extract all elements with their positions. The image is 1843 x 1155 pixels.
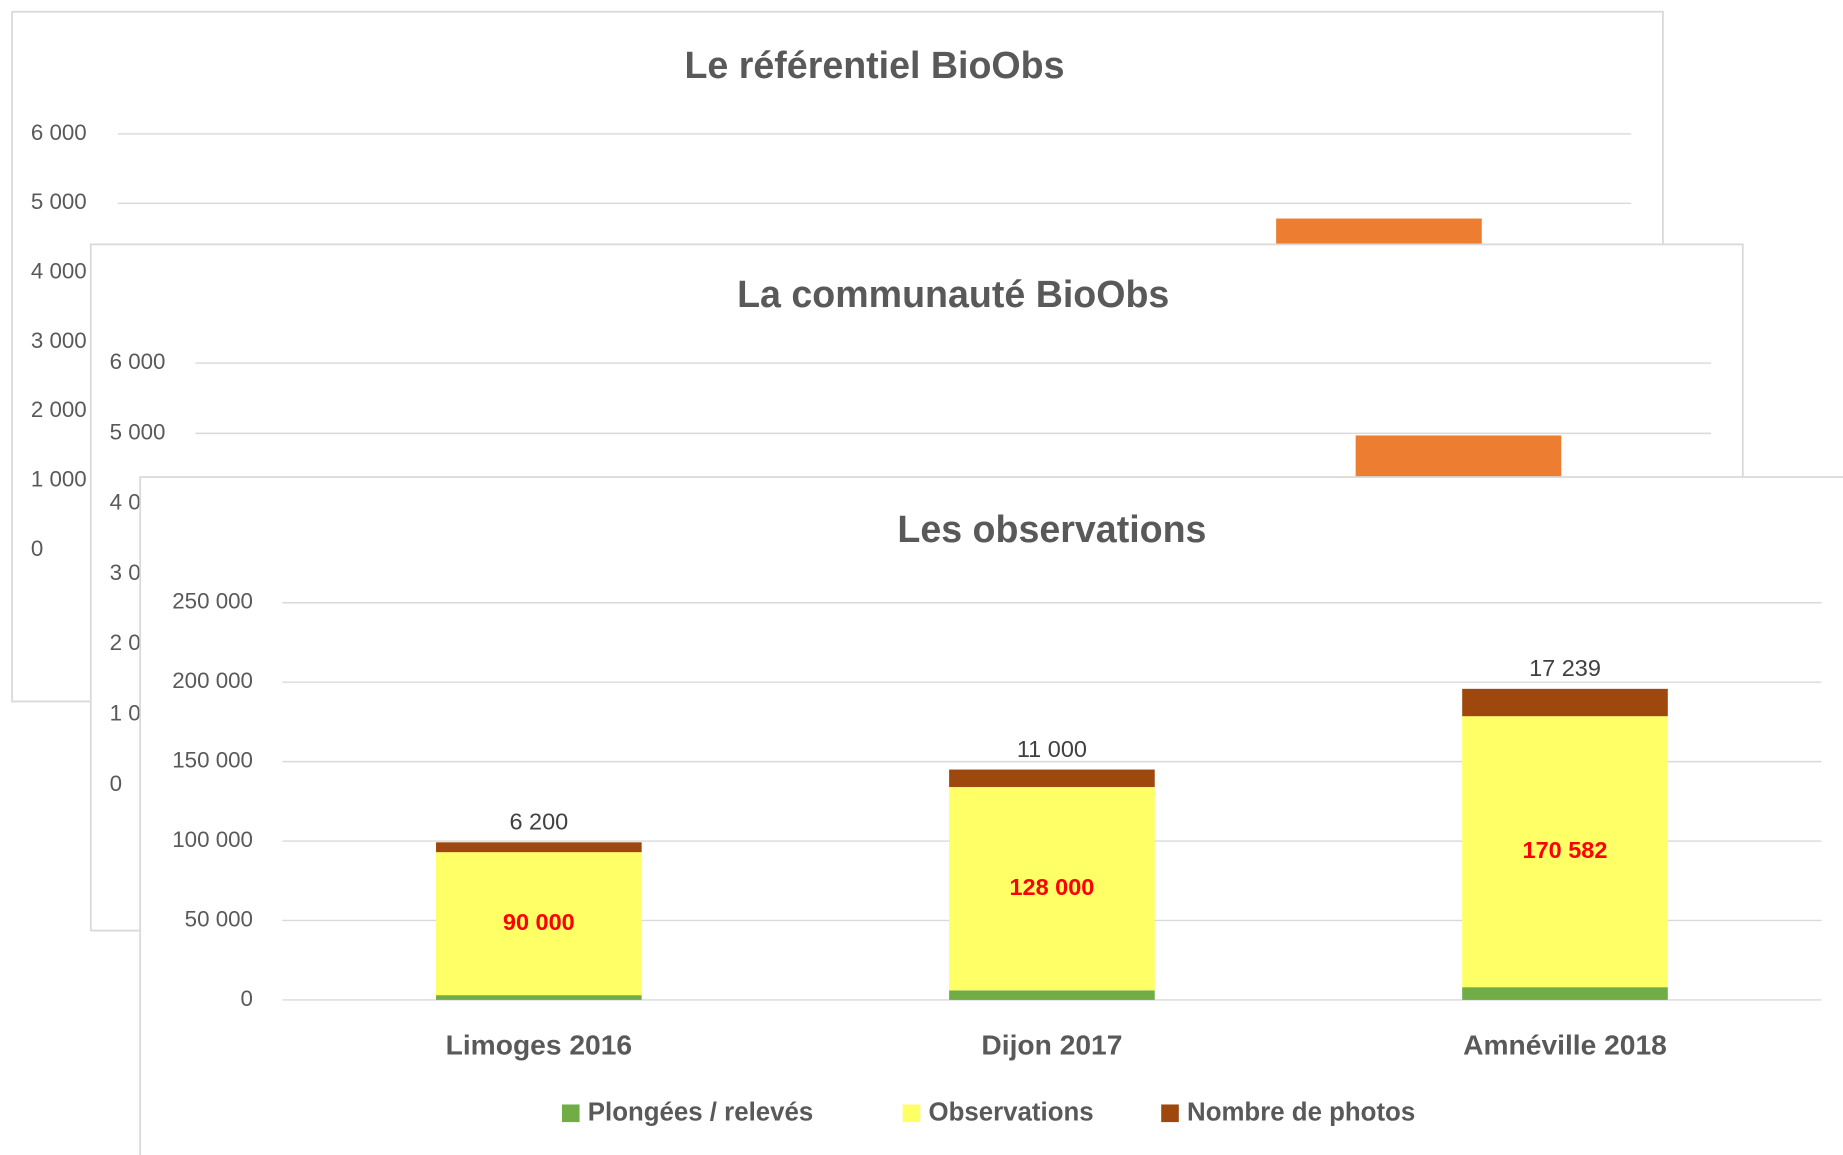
data-label: 90 000 bbox=[503, 909, 575, 935]
chart-title: Les observations bbox=[897, 508, 1206, 550]
y-tick-label: 150 000 bbox=[172, 748, 253, 773]
bar-segment bbox=[436, 842, 642, 853]
y-tick-label: 100 000 bbox=[172, 827, 253, 852]
bar-segment bbox=[949, 990, 1155, 1000]
y-tick-label: 6 000 bbox=[110, 349, 166, 374]
bar-segment bbox=[1462, 688, 1668, 717]
y-tick-label: 0 bbox=[241, 986, 253, 1011]
y-tick-label: 1 000 bbox=[31, 466, 87, 491]
y-tick-label: 3 000 bbox=[31, 328, 87, 353]
data-label: 17 239 bbox=[1529, 655, 1601, 681]
data-label: 11 000 bbox=[1017, 736, 1087, 762]
y-tick-label: 4 000 bbox=[31, 258, 87, 283]
data-label: 170 582 bbox=[1523, 837, 1608, 863]
chart-title: La communauté BioObs bbox=[737, 273, 1169, 315]
y-tick-label: 50 000 bbox=[185, 906, 253, 931]
x-tick-label: Amnéville 2018 bbox=[1463, 1028, 1667, 1060]
bar-segment bbox=[1462, 987, 1668, 1000]
legend-label: Nombre de photos bbox=[1187, 1099, 1415, 1127]
bar-segment bbox=[949, 769, 1155, 788]
legend-swatch bbox=[1161, 1104, 1179, 1123]
legend-swatch bbox=[902, 1104, 921, 1123]
legend-label: Observations bbox=[929, 1099, 1094, 1127]
data-label: 128 000 bbox=[1009, 874, 1094, 900]
legend-swatch bbox=[561, 1104, 580, 1123]
y-tick-label: 0 bbox=[31, 536, 43, 561]
y-tick-label: 2 000 bbox=[31, 397, 87, 422]
chart-title: Le référentiel BioObs bbox=[684, 44, 1064, 86]
y-tick-label: 6 000 bbox=[31, 120, 87, 145]
y-tick-label: 5 000 bbox=[110, 419, 166, 444]
bar-segment bbox=[949, 787, 1155, 991]
y-tick-label: 200 000 bbox=[172, 668, 253, 693]
bar-segment bbox=[436, 995, 642, 1000]
legend-label: Plongées / relevés bbox=[588, 1099, 813, 1127]
bar-segment bbox=[1462, 716, 1668, 988]
y-tick-label: 250 000 bbox=[172, 589, 253, 614]
data-label: 6 200 bbox=[509, 809, 568, 835]
y-tick-label: 5 000 bbox=[31, 189, 87, 214]
y-tick-label: 0 bbox=[110, 771, 122, 796]
x-tick-label: Limoges 2016 bbox=[446, 1028, 632, 1060]
bar-segment bbox=[436, 852, 642, 996]
x-tick-label: Dijon 2017 bbox=[981, 1028, 1122, 1060]
